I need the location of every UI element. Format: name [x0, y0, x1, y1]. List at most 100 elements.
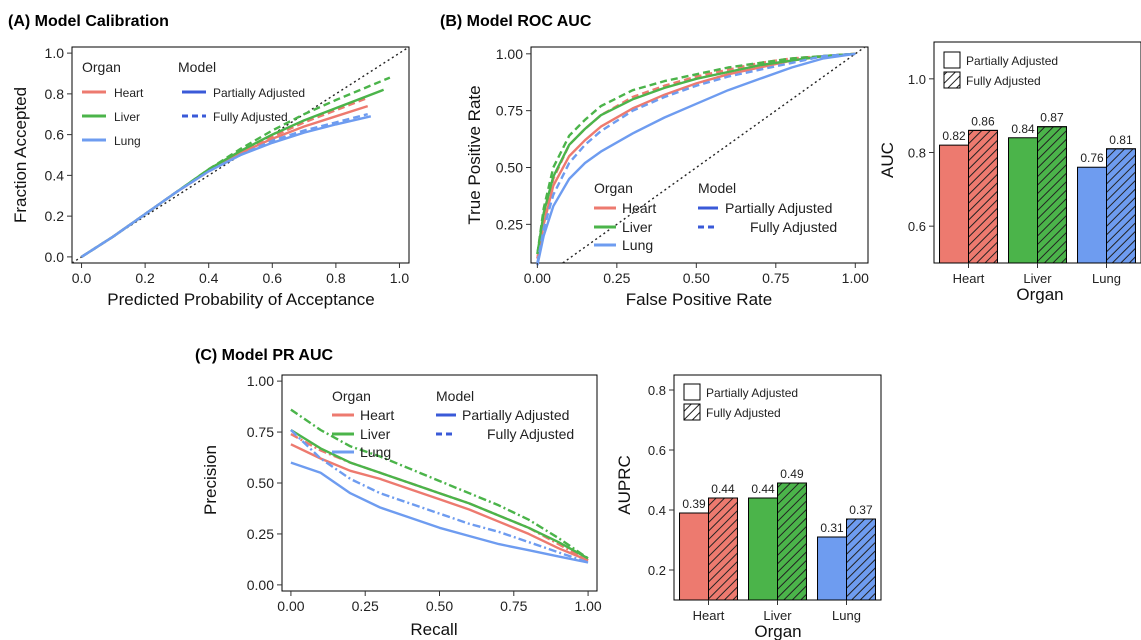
- legend-organ-title: Organ: [332, 388, 371, 404]
- y-tick-label: 0.4: [45, 167, 65, 183]
- x-tick-label: 0.75: [762, 270, 789, 286]
- y-tick-label: 0.8: [648, 383, 666, 398]
- auc-bar-chart: 0.82 0.86 0.84 0.87 0.76 0.81 0.6 0.8 1.0 Heart…: [878, 41, 1141, 304]
- pr-ylabel: Precision: [201, 445, 220, 515]
- legend-full-swatch: [943, 71, 961, 89]
- bar-hatch-heart: [708, 497, 738, 601]
- roc-frame: [530, 46, 869, 264]
- x-tick-label: 1.00: [574, 598, 601, 614]
- bar-value-label: 0.81: [1109, 133, 1133, 147]
- x-tick-label: 0.0: [72, 270, 92, 286]
- bar-value-label: 0.86: [971, 114, 995, 128]
- legend-partial-label: Partially Adjusted: [706, 386, 798, 400]
- bar-hatch-lung: [846, 518, 876, 601]
- x-tick-label: Liver: [763, 608, 792, 623]
- auc-ylabel: AUC: [878, 142, 897, 178]
- legend-partial-label: Partially Adjusted: [725, 200, 832, 216]
- y-tick-label: 0.50: [496, 160, 523, 176]
- x-tick-label: 0.50: [426, 598, 453, 614]
- legend-full-label: Fully Adjusted: [966, 74, 1041, 88]
- y-tick-label: 0.4: [648, 503, 666, 518]
- series-line-liver-full: [536, 52, 856, 255]
- bar-value-label: 0.87: [1040, 111, 1064, 125]
- calibration-frame: [71, 46, 410, 264]
- legend-heart-label: Heart: [360, 407, 394, 423]
- x-tick-label: 0.25: [603, 270, 630, 286]
- y-tick-label: 0.75: [247, 424, 274, 440]
- legend-full-label: Fully Adjusted: [750, 219, 837, 235]
- x-tick-label: Lung: [832, 608, 861, 623]
- pr-legend: Organ Heart Liver Lung Model Partially A…: [332, 388, 574, 460]
- bar-value-label: 0.84: [1011, 122, 1035, 136]
- auprc-ylabel: AUPRC: [615, 455, 634, 515]
- series-line-lung-full: [290, 429, 589, 564]
- legend-lung-label: Lung: [622, 237, 653, 253]
- roc-xlabel: False Positive Rate: [626, 290, 772, 309]
- series-line-liver-partial: [536, 52, 856, 255]
- y-tick-label: 0.6: [648, 443, 666, 458]
- legend-model-title: Model: [436, 388, 474, 404]
- x-tick-label: 0.00: [277, 598, 304, 614]
- y-tick-label: 0.00: [247, 577, 274, 593]
- x-tick-label: 0.8: [326, 270, 346, 286]
- y-tick-label: 0.6: [908, 219, 926, 234]
- x-tick-label: 0.25: [352, 598, 379, 614]
- y-tick-label: 0.2: [45, 208, 65, 224]
- y-tick-label: 0.50: [247, 475, 274, 491]
- x-tick-label: 1.00: [842, 270, 869, 286]
- series-line-liver-partial: [290, 428, 589, 560]
- panel-c-title: (C) Model PR AUC: [195, 347, 334, 364]
- series-line-lung-partial: [290, 461, 589, 564]
- legend-heart-label: Heart: [622, 200, 656, 216]
- legend-lung-label: Lung: [114, 134, 141, 148]
- pr-xlabel: Recall: [410, 620, 457, 639]
- series-line-lung-partial: [536, 52, 856, 266]
- legend-lung-label: Lung: [360, 444, 391, 460]
- x-tick-label: 0.4: [199, 270, 219, 286]
- auc-legend: Partially Adjusted Fully Adjusted: [943, 51, 1058, 89]
- panel-a-title: (A) Model Calibration: [8, 13, 169, 30]
- x-tick-label: Lung: [1092, 271, 1121, 286]
- bar-heart-partial: [679, 512, 710, 601]
- roc-legend: Organ Heart Liver Lung Model Partially A…: [594, 180, 837, 253]
- bar-hatch-liver: [777, 482, 807, 601]
- series-line-lung-full: [80, 113, 368, 258]
- legend-full-label: Fully Adjusted: [706, 406, 781, 420]
- legend-full-swatch: [683, 403, 701, 421]
- bar-hatch-heart: [968, 129, 998, 264]
- legend-organ-title: Organ: [594, 180, 633, 196]
- x-tick-label: 0.00: [524, 270, 551, 286]
- series-line-liver-full: [290, 408, 589, 560]
- y-tick-label: 1.0: [45, 45, 65, 61]
- legend-liver-label: Liver: [114, 110, 140, 124]
- series-line-heart-partial: [80, 104, 369, 258]
- calibration-ylabel: Fraction Accepted: [11, 87, 30, 223]
- legend-partial-swatch: [683, 383, 701, 401]
- y-tick-label: 0.6: [45, 127, 65, 143]
- y-tick-label: 0.75: [496, 103, 523, 119]
- x-tick-label: 0.50: [683, 270, 710, 286]
- bar-value-label: 0.44: [711, 482, 735, 496]
- legend-full-label: Fully Adjusted: [213, 110, 288, 124]
- auprc-bar-chart: 0.39 0.44 0.44 0.49 0.31 0.37 0.2 0.4 0.6 0.8 He…: [615, 374, 882, 640]
- legend-model-title: Model: [698, 180, 736, 196]
- x-tick-label: Liver: [1023, 271, 1052, 286]
- legend-partial-label: Partially Adjusted: [966, 54, 1058, 68]
- legend-full-label: Fully Adjusted: [487, 426, 574, 442]
- calibration-chart: 0.0 0.2 0.4 0.6 0.8 1.0 0.0 0.2 0.4 0.6 0.8 1.0 Pr…: [11, 45, 410, 309]
- series-line-heart-full: [536, 52, 856, 259]
- calibration-xlabel: Predicted Probability of Acceptance: [107, 290, 374, 309]
- bar-liver-partial: [748, 497, 779, 601]
- x-tick-label: Heart: [953, 271, 985, 286]
- auc-xlabel: Organ: [1016, 285, 1063, 304]
- y-tick-label: 0.0: [45, 249, 65, 265]
- auprc-legend: Partially Adjusted Fully Adjusted: [683, 383, 798, 421]
- bar-heart-partial: [939, 144, 970, 264]
- roc-ylabel: True Positive Rate: [465, 85, 484, 224]
- bar-value-label: 0.49: [780, 467, 804, 481]
- legend-model-title: Model: [178, 59, 216, 75]
- bar-value-label: 0.82: [942, 129, 966, 143]
- legend-partial-label: Partially Adjusted: [213, 86, 305, 100]
- x-tick-label: 0.2: [135, 270, 155, 286]
